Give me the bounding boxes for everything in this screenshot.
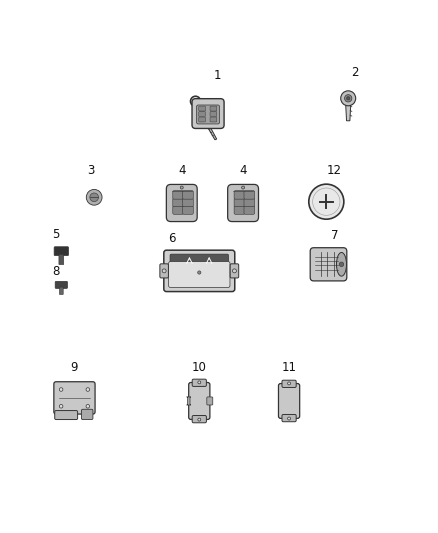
FancyBboxPatch shape — [199, 106, 205, 111]
FancyBboxPatch shape — [234, 206, 245, 214]
FancyBboxPatch shape — [199, 111, 205, 117]
FancyBboxPatch shape — [282, 380, 296, 387]
FancyBboxPatch shape — [169, 262, 230, 287]
Circle shape — [198, 381, 201, 384]
Text: 8: 8 — [53, 265, 60, 278]
FancyBboxPatch shape — [282, 415, 296, 422]
Circle shape — [198, 418, 201, 421]
FancyBboxPatch shape — [183, 206, 193, 214]
Text: 9: 9 — [71, 361, 78, 374]
Text: 1: 1 — [213, 69, 221, 82]
FancyBboxPatch shape — [234, 198, 245, 207]
FancyBboxPatch shape — [310, 248, 347, 281]
FancyBboxPatch shape — [228, 184, 258, 222]
Text: 7: 7 — [331, 229, 339, 243]
FancyBboxPatch shape — [60, 287, 63, 295]
Text: 3: 3 — [87, 164, 94, 176]
Circle shape — [180, 186, 183, 189]
Text: 4: 4 — [178, 164, 186, 176]
FancyBboxPatch shape — [55, 410, 78, 419]
Text: 12: 12 — [326, 164, 341, 176]
FancyBboxPatch shape — [54, 382, 95, 414]
Circle shape — [288, 417, 290, 420]
FancyBboxPatch shape — [197, 105, 219, 124]
Circle shape — [86, 405, 90, 408]
Circle shape — [198, 271, 201, 274]
FancyBboxPatch shape — [183, 198, 193, 207]
FancyBboxPatch shape — [160, 264, 168, 278]
Circle shape — [162, 269, 166, 273]
Circle shape — [339, 262, 344, 266]
FancyBboxPatch shape — [234, 191, 245, 199]
Circle shape — [90, 193, 99, 201]
Text: 4: 4 — [239, 164, 247, 176]
Circle shape — [346, 96, 350, 100]
FancyBboxPatch shape — [199, 117, 205, 122]
FancyBboxPatch shape — [189, 383, 210, 419]
FancyBboxPatch shape — [54, 247, 68, 256]
FancyBboxPatch shape — [173, 191, 184, 199]
FancyBboxPatch shape — [210, 111, 217, 117]
Text: 6: 6 — [168, 231, 176, 245]
FancyBboxPatch shape — [244, 198, 254, 207]
FancyBboxPatch shape — [207, 397, 213, 405]
Text: 2: 2 — [351, 67, 359, 79]
FancyBboxPatch shape — [170, 254, 229, 264]
Circle shape — [345, 95, 352, 102]
FancyBboxPatch shape — [164, 250, 235, 292]
FancyBboxPatch shape — [183, 191, 193, 199]
Circle shape — [86, 387, 90, 391]
FancyBboxPatch shape — [173, 198, 184, 207]
FancyBboxPatch shape — [210, 106, 217, 111]
FancyBboxPatch shape — [230, 264, 239, 278]
FancyBboxPatch shape — [279, 384, 300, 418]
FancyBboxPatch shape — [192, 99, 224, 128]
FancyBboxPatch shape — [244, 191, 254, 199]
Circle shape — [242, 186, 244, 189]
Text: 10: 10 — [192, 361, 207, 374]
Circle shape — [59, 405, 63, 408]
Circle shape — [59, 387, 63, 391]
Circle shape — [288, 382, 290, 385]
FancyBboxPatch shape — [192, 416, 206, 423]
FancyBboxPatch shape — [166, 184, 197, 222]
Ellipse shape — [336, 253, 346, 276]
Text: 5: 5 — [53, 228, 60, 241]
FancyBboxPatch shape — [55, 281, 67, 288]
FancyBboxPatch shape — [81, 409, 93, 419]
Polygon shape — [346, 105, 351, 121]
Circle shape — [309, 184, 344, 219]
Polygon shape — [206, 124, 217, 140]
FancyBboxPatch shape — [210, 117, 217, 122]
Circle shape — [233, 269, 237, 273]
FancyBboxPatch shape — [187, 397, 191, 405]
FancyBboxPatch shape — [192, 379, 206, 386]
FancyBboxPatch shape — [173, 206, 184, 214]
Circle shape — [341, 91, 356, 106]
Text: 11: 11 — [282, 361, 297, 374]
FancyBboxPatch shape — [59, 254, 64, 264]
FancyBboxPatch shape — [244, 206, 254, 214]
Circle shape — [86, 189, 102, 205]
